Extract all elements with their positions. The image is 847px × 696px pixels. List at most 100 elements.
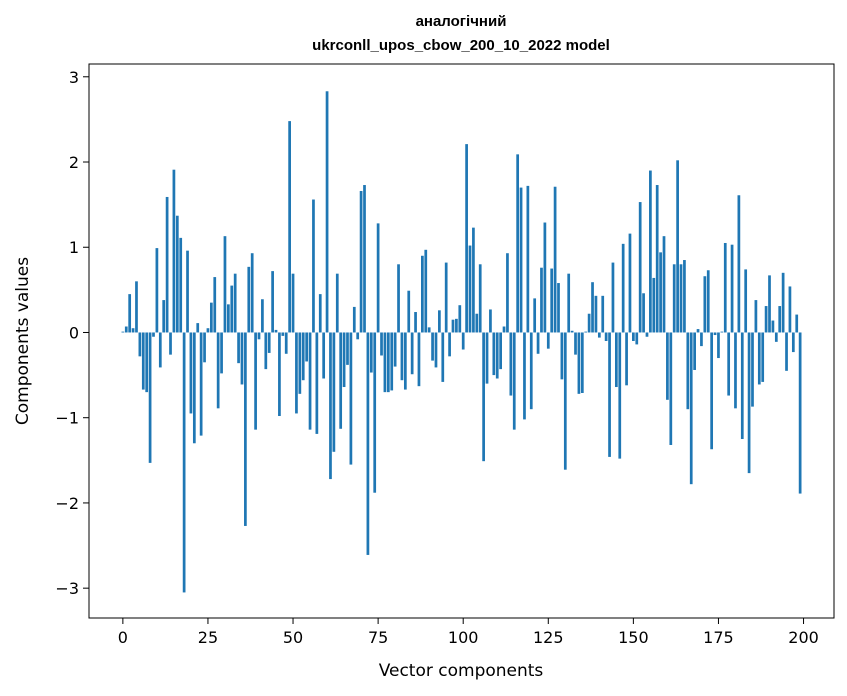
bar-43 xyxy=(267,332,271,353)
chart-title-line-2: ukrconll_upos_cbow_200_10_2022 model xyxy=(312,37,610,54)
bar-152 xyxy=(638,202,642,333)
bar-179 xyxy=(730,244,734,333)
y-tick-label: 2 xyxy=(69,153,79,172)
bar-83 xyxy=(403,332,407,390)
bar-180 xyxy=(734,332,737,409)
bar-170 xyxy=(700,332,703,347)
bar-17 xyxy=(179,237,183,333)
bar-176 xyxy=(720,331,724,333)
bar-97 xyxy=(451,319,455,333)
bar-102 xyxy=(468,245,472,333)
bar-158 xyxy=(659,252,662,333)
x-axis-ticks: 0 25 50 75 100 125 150 175 200 xyxy=(118,618,819,647)
plot-frame xyxy=(88,63,835,619)
bar-23 xyxy=(199,332,203,436)
bar-44 xyxy=(271,271,274,333)
bar-25 xyxy=(206,328,210,333)
bar-186 xyxy=(754,300,758,333)
y-tick-label: 1 xyxy=(69,238,79,257)
bar-149 xyxy=(628,233,632,333)
bar-140 xyxy=(597,332,601,338)
bar-28 xyxy=(216,332,220,409)
bar-190 xyxy=(768,275,771,333)
bar-13 xyxy=(165,196,169,333)
bar-91 xyxy=(431,332,434,361)
bar-71 xyxy=(363,185,366,333)
bar-48 xyxy=(284,332,288,354)
bar-171 xyxy=(703,276,707,333)
x-tick-label: 50 xyxy=(283,628,303,647)
bar-69 xyxy=(356,332,360,340)
bar-11 xyxy=(158,332,162,368)
bar-88 xyxy=(420,255,424,333)
bar-114 xyxy=(509,332,513,396)
bar-124 xyxy=(543,222,547,333)
bar-195 xyxy=(785,332,788,371)
bar-162 xyxy=(672,264,676,333)
y-axis-ticks: −3 −2 −1 0 1 2 3 xyxy=(55,68,89,598)
bar-178 xyxy=(727,332,731,396)
bar-101 xyxy=(465,144,468,333)
bar-167 xyxy=(689,332,693,485)
bar-131 xyxy=(567,273,571,333)
bar-159 xyxy=(662,236,666,333)
bar-38 xyxy=(250,253,254,333)
y-tick-label: −3 xyxy=(55,579,79,598)
bar-130 xyxy=(563,332,567,470)
bar-64 xyxy=(339,332,343,429)
bar-165 xyxy=(683,260,686,333)
bar-99 xyxy=(458,305,462,333)
bar-7 xyxy=(145,332,149,393)
bar-86 xyxy=(414,312,417,333)
bar-139 xyxy=(594,295,598,333)
bar-184 xyxy=(747,332,751,474)
bar-80 xyxy=(393,332,397,367)
bar-84 xyxy=(407,290,411,333)
bar-33 xyxy=(233,273,237,333)
bar-76 xyxy=(380,332,383,356)
bar-18 xyxy=(182,332,186,593)
bar-138 xyxy=(591,282,594,333)
bar-181 xyxy=(737,195,741,333)
bar-81 xyxy=(397,264,400,333)
bar-70 xyxy=(359,190,363,333)
bar-16 xyxy=(175,215,179,333)
x-tick-label: 75 xyxy=(368,628,388,647)
bar-75 xyxy=(376,223,380,333)
bar-197 xyxy=(791,332,795,353)
bar-125 xyxy=(546,332,550,349)
bar-94 xyxy=(441,332,445,382)
y-tick-label: 0 xyxy=(69,323,79,342)
x-tick-label: 0 xyxy=(118,628,128,647)
bar-116 xyxy=(516,154,520,333)
bar-14 xyxy=(169,332,172,355)
bar-120 xyxy=(529,332,533,410)
bar-122 xyxy=(536,332,540,354)
x-tick-label: 150 xyxy=(618,628,649,647)
bar-144 xyxy=(611,262,615,333)
chart-title-line-1: аналогічний xyxy=(416,13,507,30)
bar-60 xyxy=(325,91,329,333)
bar-155 xyxy=(649,170,652,333)
bar-150 xyxy=(632,332,635,341)
bar-137 xyxy=(587,313,591,333)
y-tick-label: −2 xyxy=(55,494,79,513)
bar-22 xyxy=(196,323,200,333)
bar-134 xyxy=(577,332,581,394)
bar-15 xyxy=(172,169,176,333)
bar-98 xyxy=(455,318,458,333)
bar-87 xyxy=(417,332,421,387)
bar-142 xyxy=(604,332,608,341)
bar-192 xyxy=(774,332,778,342)
bar-104 xyxy=(475,313,479,333)
bar-147 xyxy=(621,243,625,333)
bar-160 xyxy=(666,332,669,400)
bar-4 xyxy=(135,281,138,333)
bar-129 xyxy=(560,332,564,380)
bar-67 xyxy=(349,332,353,465)
bar-9 xyxy=(152,332,155,337)
bar-119 xyxy=(526,185,530,333)
bar-199 xyxy=(798,332,802,494)
bar-177 xyxy=(723,242,727,333)
